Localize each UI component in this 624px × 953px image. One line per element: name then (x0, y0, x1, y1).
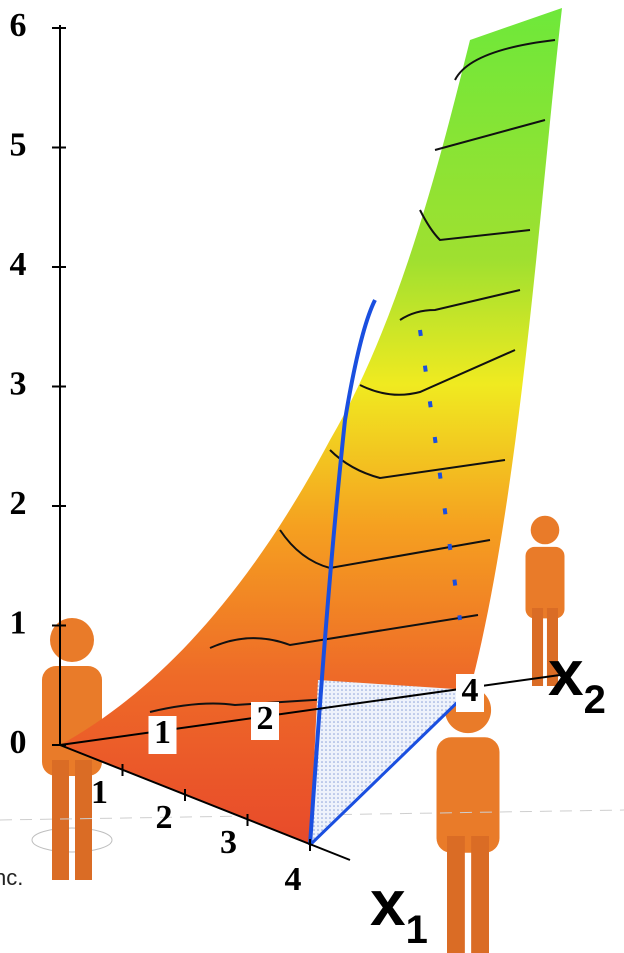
feasible-region (310, 680, 470, 845)
x1-label-subscript: 1 (406, 908, 428, 952)
x2-tick-label: 2 (257, 700, 274, 737)
x2-label-subscript: 2 (584, 678, 606, 722)
footer: nc. (0, 865, 23, 890)
surface (60, 8, 562, 845)
x2-tick-bg (148, 716, 177, 754)
x2-tick-label: 4 (462, 672, 479, 709)
x2-tick-label: 1 (154, 714, 171, 751)
z-tick-label: 4 (10, 246, 27, 283)
x1-label-text: x (370, 867, 406, 939)
x2-tick-bg (456, 674, 484, 712)
x1-tick-label: 4 (285, 861, 302, 898)
x2-label: x2 (548, 637, 606, 722)
x2-tick-bg (251, 702, 279, 740)
x2-label-text: x (548, 637, 584, 709)
z-tick-label: 6 (10, 7, 27, 44)
z-tick-label: 0 (10, 724, 27, 761)
background-people (0, 515, 624, 953)
z-tick-label: 1 (10, 604, 27, 641)
blue-lines (308, 299, 472, 847)
x1-tick-label: 1 (91, 774, 108, 811)
z-tick-label: 3 (10, 365, 27, 402)
x1-tick-label: 3 (220, 824, 237, 861)
z-tick-label: 5 (10, 126, 27, 163)
x1-label: x1 (370, 867, 428, 952)
person (436, 686, 500, 953)
x1-tick-label: 2 (156, 799, 173, 836)
z-tick-label: 2 (10, 485, 27, 522)
